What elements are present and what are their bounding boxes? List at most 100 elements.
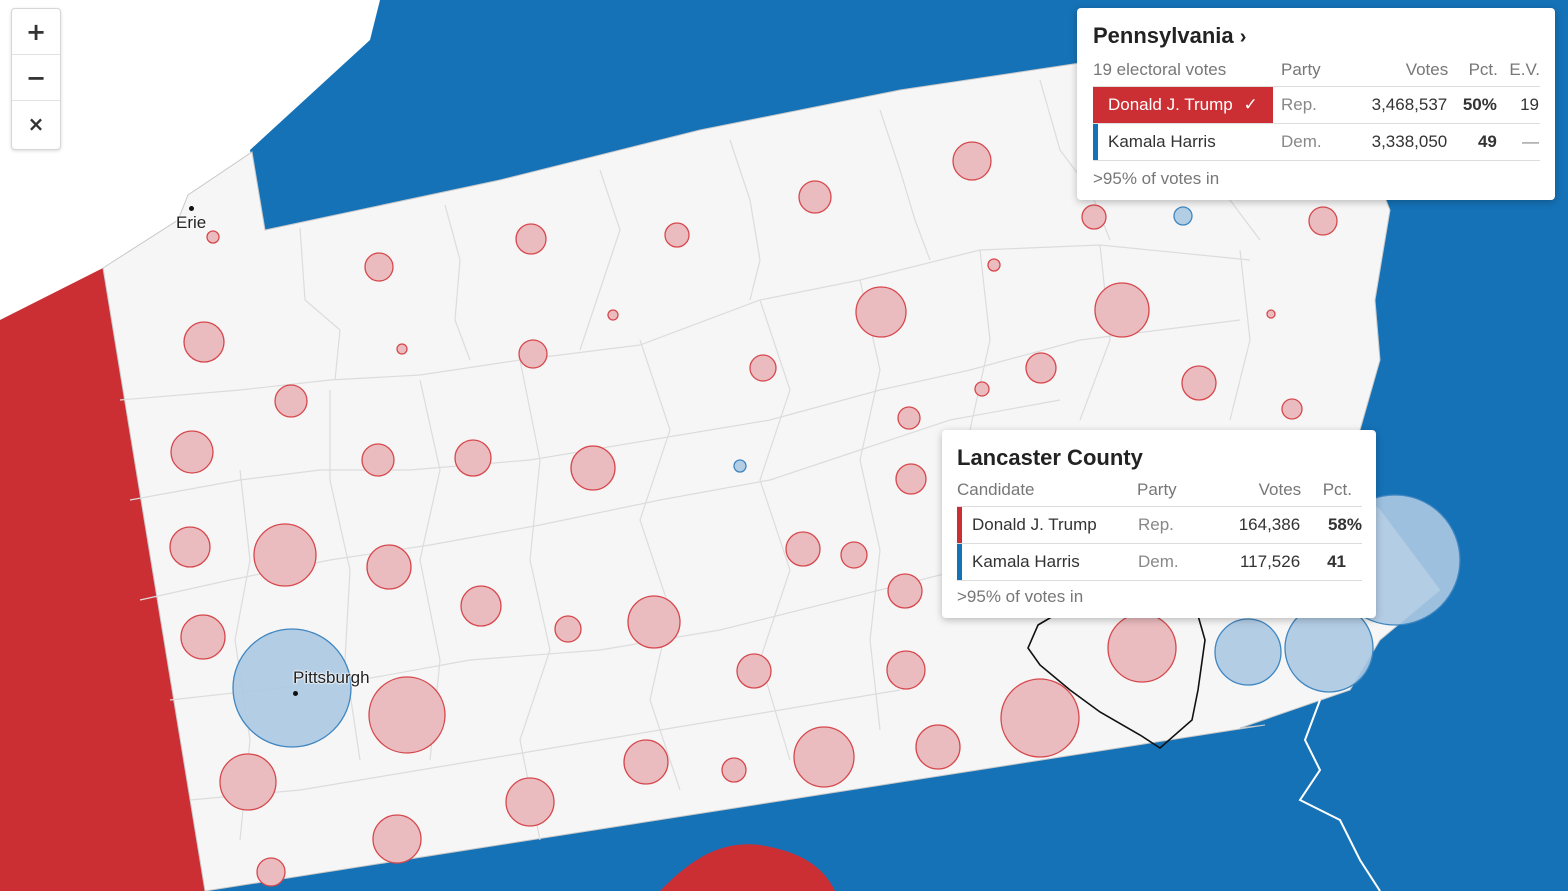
rep-vote-bubble[interactable] (1308, 206, 1338, 236)
rep-vote-bubble[interactable] (798, 180, 832, 214)
rep-vote-bubble[interactable] (855, 286, 907, 338)
rep-vote-bubble[interactable] (915, 724, 961, 770)
rep-vote-bubble[interactable] (505, 777, 555, 827)
county-border (119, 244, 1251, 401)
header-pct: Pct. (1301, 480, 1362, 507)
rep-vote-bubble[interactable] (1094, 282, 1150, 338)
county-border (879, 109, 931, 261)
header-votes: Votes (1202, 480, 1302, 507)
zoom-out-button[interactable]: − (12, 55, 60, 101)
rep-vote-bubble[interactable] (274, 384, 308, 418)
rep-vote-bubble[interactable] (974, 381, 990, 397)
county-border (189, 689, 901, 801)
rep-vote-bubble[interactable] (785, 531, 821, 567)
dem-vote-bubble[interactable] (1173, 206, 1193, 226)
header-party: Party (1137, 480, 1203, 507)
candidate-name: Donald J. Trump (972, 515, 1097, 534)
party: Rep. (1273, 86, 1342, 124)
rep-vote-bubble[interactable] (361, 443, 395, 477)
close-button[interactable]: × (12, 101, 60, 147)
rep-vote-bubble[interactable] (736, 653, 772, 689)
rep-vote-bubble[interactable] (554, 615, 582, 643)
rep-vote-bubble[interactable] (219, 753, 277, 811)
check-icon: ✓ (1243, 95, 1258, 114)
table-row[interactable]: Kamala Harris Dem. 3,338,050 49 — (1093, 123, 1540, 161)
dem-vote-bubble[interactable] (232, 628, 352, 748)
rep-vote-bubble[interactable] (460, 585, 502, 627)
county-results-panel: Lancaster County Candidate Party Votes P… (942, 430, 1376, 618)
rep-vote-bubble[interactable] (721, 757, 747, 783)
party-color-bar (1093, 124, 1098, 160)
header-ev: E.V. (1497, 60, 1540, 87)
rep-vote-bubble[interactable] (1000, 678, 1080, 758)
table-row[interactable]: Donald J. Trump Rep. 164,386 58% (957, 506, 1362, 544)
rep-vote-bubble[interactable] (169, 526, 211, 568)
county-border (129, 319, 1241, 501)
rep-vote-bubble[interactable] (987, 258, 1001, 272)
subtitle: 19 electoral votes (1093, 60, 1273, 87)
county-border (969, 249, 991, 431)
ohio-region (0, 268, 205, 891)
rep-vote-bubble[interactable] (1081, 204, 1107, 230)
maryland-region (205, 725, 1300, 891)
city-dot-erie (189, 206, 194, 211)
rep-vote-bubble[interactable] (366, 544, 412, 590)
rep-vote-bubble[interactable] (1181, 365, 1217, 401)
rep-vote-bubble[interactable] (627, 595, 681, 649)
city-dot-pittsburgh (293, 691, 298, 696)
reporting-status: >95% of votes in (1093, 169, 1220, 188)
zoom-controls: + − × (11, 8, 61, 150)
rep-vote-bubble[interactable] (570, 445, 616, 491)
rep-vote-bubble[interactable] (1266, 309, 1276, 319)
candidate-name: Kamala Harris (972, 552, 1080, 571)
rep-vote-bubble[interactable] (206, 230, 220, 244)
rep-vote-bubble[interactable] (749, 354, 777, 382)
city-name: Pittsburgh (293, 668, 370, 687)
rep-vote-bubble[interactable] (372, 814, 422, 864)
rep-vote-bubble[interactable] (895, 463, 927, 495)
county-border (299, 227, 341, 381)
rep-vote-bubble[interactable] (454, 439, 492, 477)
pct: 49 (1448, 123, 1498, 161)
pct: 41 (1301, 543, 1362, 581)
dem-vote-bubble[interactable] (733, 459, 747, 473)
rep-vote-bubble[interactable] (887, 573, 923, 609)
rep-vote-bubble[interactable] (183, 321, 225, 363)
table-row[interactable]: Donald J. Trump ✓ Rep. 3,468,537 50% 19 (1093, 86, 1540, 124)
rep-vote-bubble[interactable] (607, 309, 619, 321)
rep-vote-bubble[interactable] (840, 541, 868, 569)
rep-vote-bubble[interactable] (623, 739, 669, 785)
rep-vote-bubble[interactable] (793, 726, 855, 788)
rep-vote-bubble[interactable] (180, 614, 226, 660)
city-label-pittsburgh: Pittsburgh (293, 668, 370, 688)
header-candidate: Candidate (957, 480, 1137, 507)
rep-vote-bubble[interactable] (1107, 613, 1177, 683)
state-title-link[interactable]: Pennsylvania › (1093, 23, 1246, 49)
county-border (859, 279, 881, 731)
rep-vote-bubble[interactable] (1281, 398, 1303, 420)
rep-vote-bubble[interactable] (396, 343, 408, 355)
rep-vote-bubble[interactable] (170, 430, 214, 474)
rep-vote-bubble[interactable] (664, 222, 690, 248)
rep-vote-bubble[interactable] (886, 650, 926, 690)
rep-vote-bubble[interactable] (952, 141, 992, 181)
votes: 3,338,050 (1341, 123, 1449, 161)
rep-vote-bubble[interactable] (518, 339, 548, 369)
rep-vote-bubble[interactable] (1025, 352, 1057, 384)
table-row[interactable]: Kamala Harris Dem. 117,526 41 (957, 543, 1362, 581)
county-border (579, 169, 621, 351)
county-border (444, 204, 471, 361)
header-votes: Votes (1341, 60, 1449, 87)
zoom-in-button[interactable]: + (12, 9, 60, 55)
rep-vote-bubble[interactable] (897, 406, 921, 430)
rep-vote-bubble[interactable] (364, 252, 394, 282)
candidate-name: Donald J. Trump (1108, 95, 1233, 114)
county-results-table: Candidate Party Votes Pct. Donald J. Tru… (957, 480, 1362, 581)
rep-vote-bubble[interactable] (256, 857, 286, 887)
dem-vote-bubble[interactable] (1214, 618, 1282, 686)
rep-vote-bubble[interactable] (368, 676, 446, 754)
candidate-cell: Kamala Harris (1093, 123, 1273, 161)
rep-vote-bubble[interactable] (515, 223, 547, 255)
rep-vote-bubble[interactable] (253, 523, 317, 587)
delaware-river (1298, 699, 1381, 891)
